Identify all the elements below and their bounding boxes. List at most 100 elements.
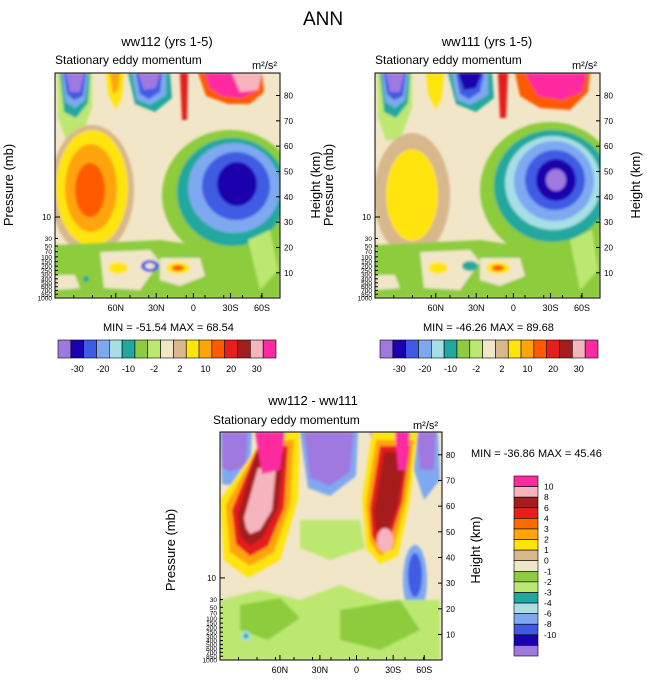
colorbar-label: 20	[226, 364, 236, 374]
colorbar-label: 20	[548, 364, 558, 374]
pressure-axis-label: Pressure (mb)	[321, 144, 336, 226]
p-tick-label: 850	[41, 292, 52, 299]
colorbar-ww112: -30 -20 -10 -2 2 10 20 30	[57, 339, 277, 374]
p-tick-label: 850	[206, 654, 217, 661]
stats-text: MIN = -36.86 MAX = 45.46	[471, 448, 602, 460]
pressure-axis-label: Pressure (mb)	[1, 144, 16, 226]
p-tick-label: 100	[206, 616, 217, 623]
colorbar-label: 10	[200, 364, 210, 374]
colorbar-swatch	[513, 560, 539, 572]
colorbar-swatch	[513, 570, 539, 583]
colorbar-swatch	[482, 339, 496, 359]
p-tick-label: 400	[361, 276, 372, 283]
h-tick-label: 50	[446, 528, 455, 537]
p-tick-label: 70	[365, 249, 373, 256]
units-label: m²/s²	[252, 60, 277, 72]
h-tick-label: 70	[446, 476, 455, 485]
colorbar-label: -30	[71, 364, 84, 374]
colorbar-swatch	[572, 339, 586, 359]
panel-axes: 60N 30N 0 30S 60S103050701001502002503004005…	[203, 451, 456, 675]
h-tick-label: 20	[284, 243, 293, 252]
colorbar-swatch	[134, 339, 149, 359]
panel-axes: 60N 30N 0 30S 60S103050701001502002503004005…	[358, 92, 614, 314]
p-tick-label: 10	[207, 574, 216, 583]
colorbar-label: 6	[544, 503, 549, 513]
p-tick-label: 1000	[38, 296, 53, 303]
p-tick-label: 50	[210, 605, 218, 612]
colorbar-swatch	[147, 339, 161, 359]
p-tick-label: 1000	[358, 296, 373, 303]
h-tick-label: 30	[604, 218, 613, 227]
colorbar-label: 30	[574, 364, 584, 374]
h-tick-label: 80	[446, 451, 455, 460]
colorbar-label: -10	[122, 364, 135, 374]
panel-subtitle: Stationary eddy momentum	[375, 53, 522, 67]
p-tick-label: 250	[361, 268, 372, 275]
colorbar-swatch	[237, 339, 251, 359]
h-tick-label: 40	[446, 553, 455, 562]
colorbar-swatch	[513, 602, 539, 614]
stats-text: MIN = -46.26 MAX = 89.68	[423, 322, 554, 334]
contour-field	[375, 73, 600, 298]
h-tick-label: 60	[446, 502, 455, 511]
colorbar-swatch	[121, 339, 136, 359]
p-tick-label: 850	[361, 292, 372, 299]
p-tick-label: 200	[41, 264, 52, 271]
colorbar-swatch	[250, 339, 264, 359]
p-tick-label: 250	[206, 630, 217, 637]
h-tick-label: 30	[446, 579, 455, 588]
p-tick-label: 100	[361, 254, 372, 261]
units-label: m²/s²	[572, 60, 597, 72]
x-tick-label: 30S	[222, 303, 238, 313]
colorbar-swatch	[495, 339, 509, 359]
colorbar-swatch	[513, 592, 539, 604]
p-tick-label: 100	[41, 254, 52, 261]
x-tick-label: 30S	[542, 303, 558, 313]
colorbar-swatch	[70, 339, 84, 359]
colorbar-label: -2	[472, 364, 480, 374]
panel-ww112: ww112 (yrs 1-5) Stationary eddy momentum…	[1, 34, 323, 334]
colorbar-label: 30	[252, 364, 262, 374]
colorbar-swatch	[392, 339, 406, 359]
colorbar-label: -20	[418, 364, 431, 374]
colorbar-swatch	[513, 496, 539, 509]
colorbar-label: -30	[393, 364, 406, 374]
colorbar-swatch	[456, 339, 471, 359]
colorbar-swatch	[224, 339, 238, 359]
colorbar-swatch	[533, 339, 548, 359]
colorbar-swatch	[513, 581, 539, 593]
colorbar-swatch	[430, 339, 445, 359]
panel-axes: 60N 30N 0 30S 60S103050701001502002503004005…	[38, 92, 294, 314]
x-tick-label: 60N	[272, 665, 289, 675]
p-tick-label: 400	[206, 638, 217, 645]
p-tick-label: 70	[210, 611, 218, 618]
x-tick-label: 0	[354, 665, 359, 675]
colorbar-swatch	[160, 339, 174, 359]
p-tick-label: 700	[361, 288, 372, 295]
colorbar-swatch	[108, 339, 123, 359]
panel-subtitle: Stationary eddy momentum	[213, 413, 360, 427]
p-tick-label: 300	[206, 634, 217, 641]
page-title: ANN	[303, 9, 343, 30]
height-axis-label: Height (km)	[308, 151, 323, 218]
x-tick-label: 30S	[385, 665, 401, 675]
colorbar-swatch	[211, 339, 226, 359]
colorbar-label: 0	[544, 556, 549, 566]
colorbar-swatch	[405, 339, 419, 359]
h-tick-label: 70	[284, 117, 293, 126]
colorbar-swatch	[584, 339, 599, 359]
colorbar-swatch	[469, 339, 483, 359]
h-tick-label: 40	[284, 193, 293, 202]
x-tick-label: 30N	[312, 665, 329, 675]
colorbar-label: 8	[544, 492, 549, 502]
panel-difference: ww112 - ww111 Stationary eddy momentum m…	[163, 393, 602, 675]
colorbar-label: 10	[544, 482, 554, 492]
p-tick-label: 600	[41, 284, 52, 291]
p-tick-label: 600	[206, 646, 217, 653]
x-tick-label: 60N	[107, 303, 124, 313]
colorbar-swatch	[513, 623, 539, 636]
colorbar-swatch	[418, 339, 432, 359]
colorbar-swatch	[513, 518, 539, 530]
h-tick-label: 80	[604, 92, 613, 101]
